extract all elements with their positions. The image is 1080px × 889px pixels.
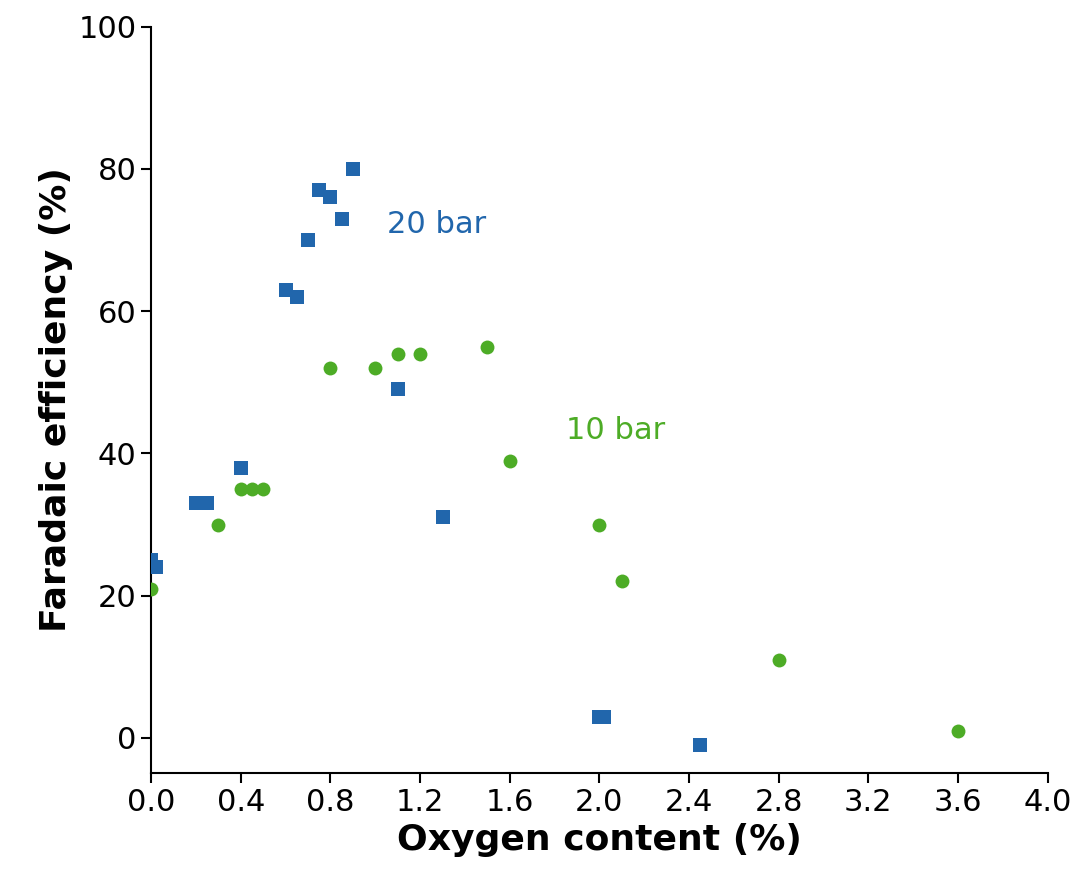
- Point: [288, 290, 306, 304]
- Point: [311, 183, 328, 197]
- Point: [691, 738, 708, 752]
- Point: [188, 496, 205, 510]
- Point: [595, 709, 612, 724]
- Text: 10 bar: 10 bar: [566, 416, 665, 445]
- Point: [949, 724, 967, 738]
- Point: [143, 581, 160, 596]
- Point: [591, 709, 608, 724]
- Point: [501, 453, 518, 468]
- X-axis label: Oxygen content (%): Oxygen content (%): [397, 822, 801, 857]
- Point: [345, 162, 362, 176]
- Point: [434, 510, 451, 525]
- Point: [333, 212, 350, 226]
- Point: [322, 361, 339, 375]
- Point: [591, 517, 608, 532]
- Point: [199, 496, 216, 510]
- Point: [232, 461, 249, 475]
- Point: [243, 482, 260, 496]
- Point: [232, 482, 249, 496]
- Point: [322, 190, 339, 204]
- Text: 20 bar: 20 bar: [387, 210, 486, 239]
- Point: [389, 382, 406, 396]
- Point: [770, 653, 787, 667]
- Point: [210, 517, 227, 532]
- Point: [255, 482, 272, 496]
- Point: [276, 283, 294, 297]
- Point: [147, 560, 164, 574]
- Point: [143, 553, 160, 567]
- Y-axis label: Faradaic efficiency (%): Faradaic efficiency (%): [39, 168, 73, 632]
- Point: [613, 574, 631, 589]
- Point: [411, 347, 429, 361]
- Point: [366, 361, 384, 375]
- Point: [478, 340, 496, 354]
- Point: [299, 233, 316, 247]
- Point: [389, 347, 406, 361]
